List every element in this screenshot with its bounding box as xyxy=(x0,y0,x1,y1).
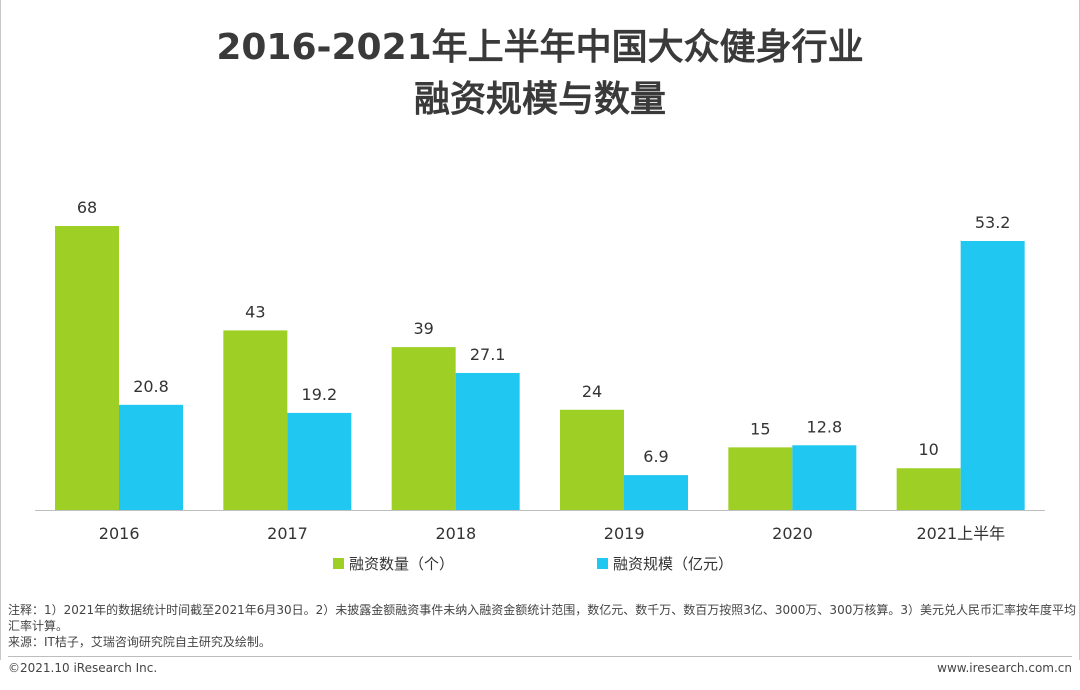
footer-divider xyxy=(8,656,1072,657)
value-label-count-2018: 39 xyxy=(413,319,433,338)
bar-amount-2019 xyxy=(624,475,688,510)
bar-count-2021上半年 xyxy=(896,468,961,510)
bar-amount-2017 xyxy=(287,412,352,510)
frame-left-border xyxy=(0,0,1,660)
bar-count-2017 xyxy=(223,330,288,510)
value-label-amount-2020: 12.8 xyxy=(807,417,843,436)
x-tick-label-2018: 2018 xyxy=(435,524,476,543)
x-tick-label-2020: 2020 xyxy=(772,524,813,543)
value-label-count-2017: 43 xyxy=(245,302,265,321)
bar-group: 68 20.8 43 19.2 39 27.1 24 6.9 15 12.8 10 53.2 xyxy=(55,198,1025,510)
x-tick-label-2021上半年: 2021上半年 xyxy=(916,524,1005,543)
value-label-amount-2017: 19.2 xyxy=(302,385,338,404)
footer-website[interactable]: www.iresearch.com.cn xyxy=(937,661,1072,675)
value-label-amount-2021上半年: 53.2 xyxy=(975,213,1011,232)
value-label-count-2021上半年: 10 xyxy=(918,440,938,459)
bar-count-2016 xyxy=(55,226,119,510)
source-text: 来源：IT桔子，艾瑞咨询研究院自主研究及绘制。 xyxy=(8,635,271,649)
bar-count-2018 xyxy=(391,347,456,510)
bar-count-2020 xyxy=(728,447,793,510)
bar-amount-2018 xyxy=(455,372,520,510)
bar-amount-2020 xyxy=(792,445,857,510)
legend-label-count: 融资数量（个） xyxy=(349,555,455,573)
x-tick-label-2016: 2016 xyxy=(99,524,140,543)
bar-count-2019 xyxy=(560,409,624,510)
chart-title-line2: 融资规模与数量 xyxy=(413,79,666,120)
legend-swatch-amount xyxy=(597,558,608,569)
chart-legend: 融资数量（个） 融资规模（亿元） xyxy=(0,553,1080,575)
bar-amount-2016 xyxy=(119,404,183,510)
legend-item-amount: 融资规模（亿元） xyxy=(597,553,733,574)
note-text: 注释：1）2021年的数据统计时间截至2021年6月30日。2）未披露金额融资事… xyxy=(8,603,1076,633)
value-label-amount-2018: 27.1 xyxy=(470,345,506,364)
value-label-count-2020: 15 xyxy=(750,419,770,438)
value-label-amount-2019: 6.9 xyxy=(643,447,668,466)
x-axis-tick-labels: 2016 2017 2018 2019 2020 2021上半年 xyxy=(99,524,1005,543)
value-label-count-2019: 24 xyxy=(582,382,602,401)
legend-item-count: 融资数量（个） xyxy=(333,553,454,574)
chart-notes: 注释：1）2021年的数据统计时间截至2021年6月30日。2）未披露金额融资事… xyxy=(8,602,1076,650)
value-label-count-2016: 68 xyxy=(77,198,97,217)
x-tick-label-2019: 2019 xyxy=(604,524,645,543)
bar-amount-2021上半年 xyxy=(960,241,1025,510)
x-tick-label-2017: 2017 xyxy=(267,524,308,543)
legend-label-amount: 融资规模（亿元） xyxy=(613,555,734,573)
bar-chart: 68 20.8 43 19.2 39 27.1 24 6.9 15 12.8 10 53.2 2016… xyxy=(35,198,1045,543)
value-label-amount-2016: 20.8 xyxy=(133,377,169,396)
legend-swatch-count xyxy=(333,558,344,569)
footer-copyright: ©2021.10 iResearch Inc. xyxy=(8,661,158,675)
chart-title-line1: 2016-2021年上半年中国大众健身行业 xyxy=(216,27,864,68)
